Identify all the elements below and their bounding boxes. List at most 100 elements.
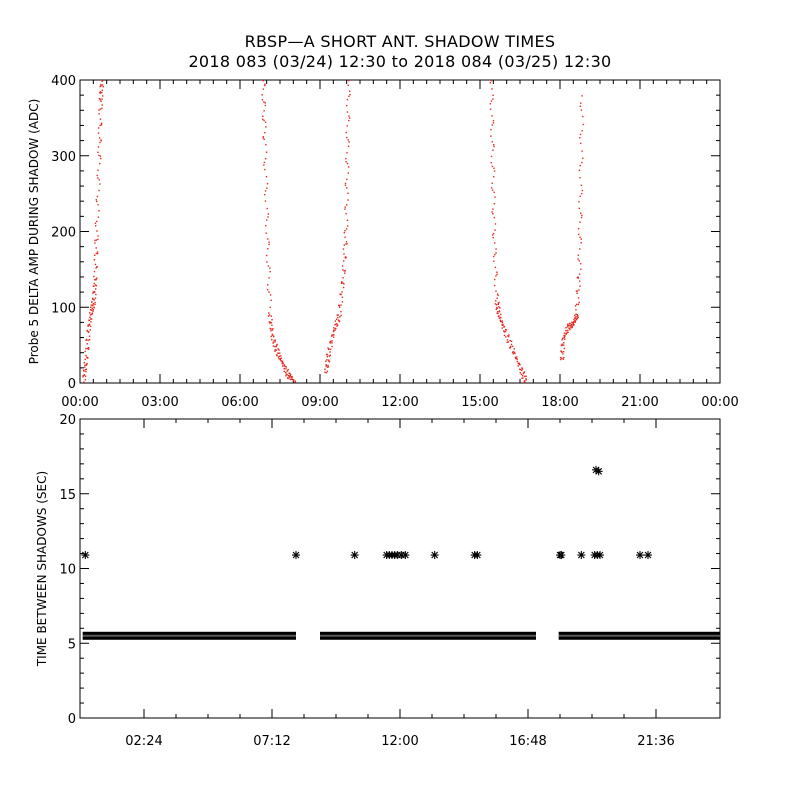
data-point: [331, 340, 333, 342]
data-point: [268, 243, 270, 246]
data-point: [285, 366, 287, 368]
data-point: [101, 91, 103, 94]
data-point: [328, 355, 330, 357]
data-point: [581, 214, 583, 217]
data-point: [336, 325, 338, 327]
data-point: [280, 357, 282, 359]
data-point: [99, 85, 101, 88]
data-point: [579, 142, 582, 145]
data-point: [328, 359, 330, 361]
data-point: [340, 304, 342, 306]
data-point: [346, 98, 349, 101]
data-point: [346, 162, 349, 165]
data-point: [94, 254, 96, 257]
data-point: [592, 466, 600, 474]
data-point: [263, 119, 265, 122]
data-point: [337, 314, 339, 316]
data-point: [494, 303, 497, 305]
data-point: [498, 311, 501, 313]
data-point: [274, 346, 276, 348]
data-point: [574, 316, 577, 318]
data-point: [275, 344, 278, 346]
data-band: [558, 631, 720, 640]
data-point: [340, 310, 342, 313]
data-point: [93, 306, 95, 309]
data-point: [265, 254, 268, 257]
data-point: [431, 551, 439, 559]
data-point: [340, 293, 342, 296]
data-point: [344, 206, 346, 208]
y-axis-label: TIME BETWEEN SHADOWS (SEC): [35, 471, 49, 667]
data-point: [493, 143, 495, 146]
data-point: [263, 138, 265, 140]
data-point: [274, 350, 276, 352]
data-point: [289, 378, 291, 381]
data-point: [100, 124, 103, 126]
data-point: [265, 232, 267, 234]
data-point: [344, 182, 347, 185]
data-point: [595, 467, 603, 475]
data-point: [91, 312, 94, 314]
data-point: [562, 344, 565, 346]
data-point: [346, 187, 348, 189]
data-point: [325, 372, 328, 374]
data-point: [495, 248, 497, 250]
data-point: [264, 84, 266, 87]
data-point: [577, 258, 579, 260]
data-point: [561, 343, 563, 345]
data-point: [490, 80, 493, 82]
data-point: [282, 363, 284, 365]
data-point: [347, 139, 349, 141]
data-point: [281, 365, 284, 367]
data-point: [98, 210, 100, 212]
data-point: [575, 303, 578, 306]
data-point: [270, 322, 273, 324]
data-point: [500, 320, 503, 323]
data-point: [87, 339, 89, 341]
data-point: [264, 193, 266, 196]
data-point: [581, 95, 583, 97]
data-point: [262, 135, 265, 138]
x-tick-label: 12:00: [381, 395, 418, 410]
data-point: [493, 260, 495, 262]
data-point: [497, 315, 500, 318]
data-point: [341, 301, 344, 303]
data-point: [560, 350, 562, 352]
data-point: [492, 176, 495, 178]
data-point: [326, 359, 328, 361]
data-point: [92, 297, 94, 300]
data-point: [499, 320, 502, 323]
data-point: [570, 324, 572, 327]
x-tick-label: 03:00: [141, 395, 178, 410]
data-point: [563, 356, 565, 359]
data-point: [562, 358, 565, 360]
data-point: [345, 104, 348, 107]
data-point: [95, 288, 97, 290]
data-point: [85, 363, 88, 365]
data-point: [335, 318, 338, 320]
data-point: [262, 118, 264, 121]
data-point: [89, 316, 91, 319]
y-tick-label: 300: [51, 150, 76, 165]
data-point: [334, 323, 336, 326]
data-point: [580, 109, 583, 111]
data-point: [582, 123, 584, 126]
data-point: [100, 122, 103, 124]
data-point: [579, 262, 582, 265]
data-point: [332, 334, 334, 336]
data-point: [561, 351, 563, 354]
data-point: [327, 366, 330, 368]
data-point: [576, 315, 579, 317]
data-point: [509, 345, 512, 348]
data-point: [346, 152, 348, 154]
data-point: [580, 268, 582, 270]
data-point: [521, 367, 523, 369]
data-point: [576, 316, 578, 318]
data-point: [271, 324, 273, 326]
data-point: [291, 378, 293, 381]
data-point: [522, 372, 524, 375]
data-point: [92, 308, 95, 311]
data-point: [347, 192, 349, 195]
data-point: [93, 299, 95, 301]
data-point: [496, 307, 498, 310]
